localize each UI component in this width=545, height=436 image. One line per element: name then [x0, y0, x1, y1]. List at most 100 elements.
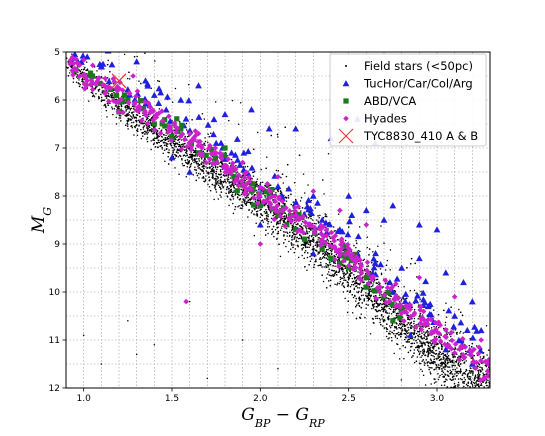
- field-star-point: [484, 404, 486, 406]
- field-star-point: [466, 390, 468, 392]
- field-star-point: [146, 136, 149, 139]
- field-star-point: [312, 241, 315, 243]
- field-star-point: [407, 322, 409, 324]
- field-star-point: [285, 215, 288, 217]
- field-star-point: [470, 345, 473, 348]
- field-star-point: [483, 403, 485, 405]
- field-star-point: [255, 183, 257, 185]
- field-star-point: [266, 212, 268, 214]
- field-star-point: [385, 305, 387, 308]
- field-star-point: [449, 392, 451, 394]
- field-star-point: [329, 279, 332, 282]
- field-star-point: [430, 340, 432, 342]
- field-star-point: [429, 362, 432, 365]
- field-star-point: [469, 388, 471, 390]
- field-star-point: [384, 282, 387, 285]
- field-star-point: [360, 306, 363, 309]
- field-star-point: [270, 217, 273, 220]
- field-star-point: [118, 108, 120, 110]
- field-star-point: [214, 183, 217, 185]
- field-star-point: [367, 297, 370, 300]
- field-star-point: [309, 215, 311, 218]
- field-star-point: [397, 331, 400, 334]
- field-star-point: [337, 213, 340, 215]
- field-star-point: [215, 170, 217, 173]
- field-star-point: [310, 199, 313, 202]
- field-star-point: [319, 256, 322, 259]
- field-star-point: [352, 280, 355, 283]
- field-star-point: [360, 290, 363, 292]
- field-star-point: [372, 321, 375, 324]
- field-star-point: [72, 81, 75, 83]
- field-star-point: [247, 216, 249, 218]
- field-star-point: [204, 158, 206, 160]
- field-star-point: [456, 393, 458, 395]
- field-star-point: [440, 363, 443, 365]
- field-star-point: [477, 373, 479, 376]
- field-star-point: [178, 173, 180, 176]
- field-star-point: [353, 273, 355, 276]
- field-star-point: [430, 354, 433, 357]
- field-star-point: [450, 390, 452, 392]
- field-star-point: [321, 257, 324, 259]
- field-star-point: [454, 378, 457, 380]
- field-star-point: [256, 199, 259, 201]
- field-star-point: [435, 368, 437, 370]
- field-star-point: [373, 300, 376, 302]
- field-star-point: [460, 362, 462, 365]
- field-star-point: [489, 389, 491, 391]
- field-star-point: [480, 395, 482, 397]
- field-star-point: [256, 131, 259, 134]
- field-star-point: [170, 144, 173, 147]
- field-star-point: [297, 256, 300, 259]
- field-star-point: [127, 120, 130, 122]
- field-star-point: [283, 219, 286, 221]
- field-star-point: [230, 190, 232, 193]
- field-star-point: [419, 340, 421, 342]
- field-star-point: [418, 315, 420, 318]
- field-star-point: [356, 282, 358, 285]
- field-star-point: [126, 77, 129, 80]
- field-star-point: [284, 196, 287, 198]
- field-star-point: [276, 237, 278, 240]
- field-star-point: [112, 113, 114, 116]
- field-star-point: [344, 267, 346, 269]
- field-star-point: [211, 167, 214, 170]
- field-star-point: [307, 239, 310, 242]
- field-star-point: [156, 146, 159, 148]
- field-star-point: [471, 395, 473, 397]
- field-star-point: [196, 155, 198, 157]
- field-star-point: [365, 295, 368, 298]
- field-star-point: [318, 252, 320, 254]
- field-star-point: [471, 408, 473, 410]
- field-star-point: [382, 308, 385, 310]
- field-star-point: [343, 276, 346, 279]
- field-star-point: [403, 298, 405, 300]
- field-star-point: [105, 106, 107, 109]
- field-star-point: [485, 365, 488, 368]
- field-star-point: [199, 173, 202, 175]
- field-star-point: [485, 399, 487, 401]
- field-star-point: [208, 163, 211, 165]
- field-star-point: [325, 265, 327, 267]
- field-star-point: [458, 355, 460, 357]
- field-star-point: [234, 206, 237, 208]
- field-star-point: [284, 218, 287, 220]
- field-star-point: [465, 416, 467, 418]
- field-star-point: [389, 269, 392, 271]
- field-star-point: [465, 416, 467, 418]
- field-star-point: [422, 359, 425, 361]
- field-star-point: [309, 241, 311, 243]
- field-star-point: [454, 385, 457, 387]
- field-star-point: [468, 378, 471, 380]
- field-star-point: [287, 250, 290, 253]
- field-star-point: [484, 420, 486, 422]
- field-star-point: [355, 246, 357, 249]
- field-star-point: [388, 337, 390, 339]
- field-star-point: [437, 336, 440, 339]
- field-star-point: [158, 135, 161, 138]
- field-star-point: [394, 327, 396, 329]
- field-star-point: [376, 317, 379, 320]
- field-star-point: [388, 307, 391, 310]
- field-star-point: [166, 148, 168, 150]
